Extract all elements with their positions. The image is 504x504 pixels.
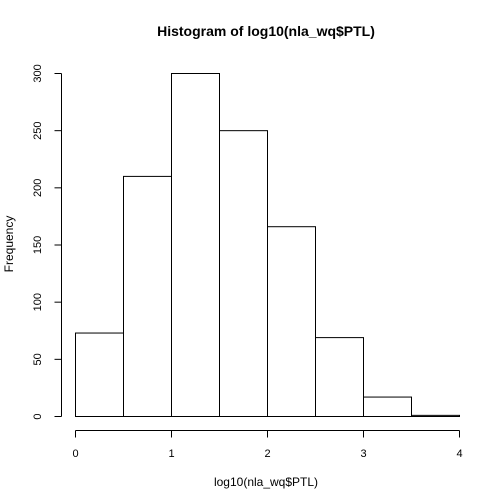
y-tick-label: 300: [32, 64, 44, 82]
histogram-bar: [75, 332, 124, 417]
y-tick-label: 50: [32, 353, 44, 365]
x-tick-label: 2: [264, 448, 270, 460]
x-tick-label: 0: [72, 448, 78, 460]
histogram-bar: [411, 414, 460, 417]
histogram-bar: [219, 130, 268, 418]
histogram-bar: [315, 337, 364, 417]
y-axis-label: Frequency: [2, 216, 16, 273]
histogram-bar: [171, 73, 220, 417]
bars-group: [75, 73, 460, 418]
y-tick-label: 0: [32, 413, 44, 419]
histogram-bar: [123, 175, 172, 417]
histogram-bar: [267, 226, 316, 417]
x-tick-label: 3: [360, 448, 366, 460]
x-axis-label: log10(nla_wq$PTL): [214, 475, 318, 489]
y-tick-label: 150: [32, 236, 44, 254]
chart-title: Histogram of log10(nla_wq$PTL): [157, 23, 375, 39]
x-ticks-group: 0 1 2 3 4: [72, 430, 463, 460]
histogram-bar: [363, 396, 412, 417]
y-tick-label: 250: [32, 121, 44, 139]
y-tick-label: 200: [32, 179, 44, 197]
x-tick-label: 4: [456, 448, 462, 460]
x-tick-label: 1: [168, 448, 174, 460]
y-ticks-group: 0 50 100 150 200 250 300: [32, 64, 62, 420]
y-tick-label: 100: [32, 293, 44, 311]
